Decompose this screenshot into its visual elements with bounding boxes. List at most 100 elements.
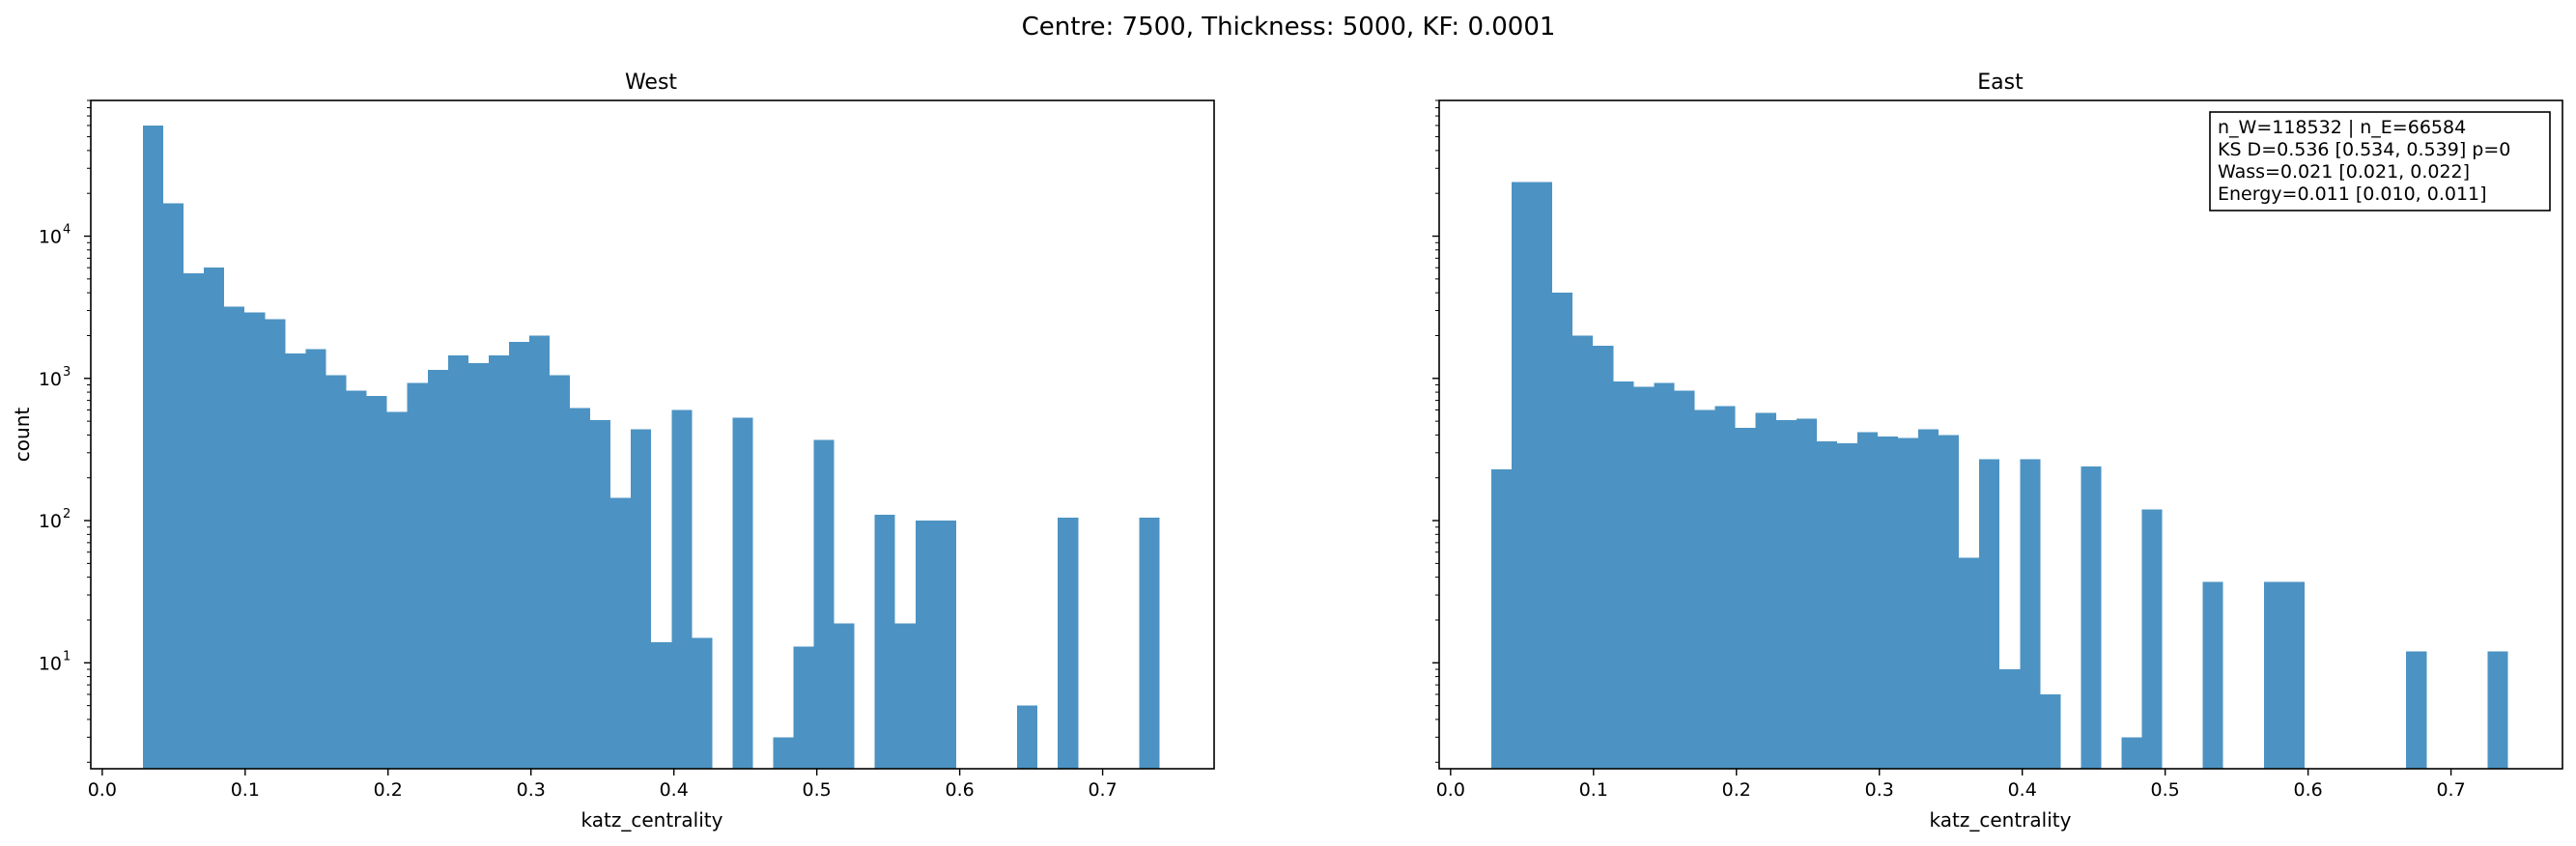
east-bars [1491, 182, 2508, 770]
west-histogram-bar [732, 417, 753, 769]
east-histogram-bar [1593, 345, 1614, 769]
east-plot-frame [1438, 99, 2563, 770]
east-panel: East 0.0 0.1 0.2 0.3 0.4 0.5 0.6 0.7 katz_centr… [1432, 70, 2563, 832]
east-x-axis: 0.0 0.1 0.2 0.3 0.4 0.5 0.6 0.7 [1436, 769, 2466, 801]
west-histogram-bar [326, 375, 347, 769]
west-x-tick-label: 0.1 [231, 779, 260, 801]
west-histogram-bar [488, 355, 509, 769]
east-x-axis-label: katz_centrality [1930, 808, 2072, 832]
east-histogram-bar [1694, 409, 1715, 769]
west-histogram-bar [143, 125, 164, 769]
west-histogram-bar [549, 375, 570, 769]
east-x-tick-label: 0.1 [1579, 779, 1608, 801]
stats-line-counts: n_W=118532 | n_E=66584 [2218, 117, 2466, 138]
west-x-axis-label: katz_centrality [581, 808, 723, 832]
east-histogram-bar [1897, 437, 1918, 769]
west-histogram-bar [508, 342, 529, 769]
west-histogram-bar [386, 411, 408, 769]
east-histogram-bar [1613, 381, 1634, 769]
east-histogram-bar [1633, 386, 1655, 769]
east-histogram-bar [2081, 466, 2102, 769]
east-histogram-bar [1939, 435, 1960, 769]
east-histogram-bar [1775, 419, 1797, 769]
west-histogram-bar [569, 408, 591, 769]
stats-line-energy: Energy=0.011 [0.010, 0.011] [2218, 183, 2487, 205]
east-histogram-bar [1836, 442, 1857, 769]
west-y-tick-exponent: 3 [63, 365, 71, 380]
west-histogram-bar [1139, 517, 1160, 769]
west-histogram-bar [590, 419, 611, 769]
east-histogram-bar [2202, 581, 2223, 769]
west-histogram-bar [610, 497, 632, 769]
west-histogram-bar [265, 319, 286, 769]
east-histogram-bar [1735, 427, 1756, 769]
west-histogram-bar [935, 521, 956, 769]
east-x-tick-label: 0.7 [2436, 779, 2465, 801]
west-histogram-bar [224, 306, 245, 769]
west-histogram-bar [346, 390, 367, 769]
west-histogram-bar [528, 335, 550, 769]
east-histogram-bar [1796, 418, 1817, 769]
west-histogram-bar [631, 429, 652, 769]
west-x-tick-label: 0.4 [660, 779, 689, 801]
west-y-tick-label: 10 [39, 227, 62, 248]
west-histogram-bar [407, 382, 428, 769]
west-x-tick-label: 0.3 [517, 779, 546, 801]
west-x-tick-label: 0.2 [374, 779, 403, 801]
figure-suptitle: Centre: 7500, Thickness: 5000, KF: 0.000… [1022, 13, 1556, 42]
west-histogram-bar [467, 363, 489, 769]
stats-line-ks: KS D=0.536 [0.534, 0.539] p=0 [2218, 139, 2510, 160]
east-histogram-bar [1572, 335, 1594, 769]
west-y-tick-exponent: 1 [63, 649, 71, 663]
west-histogram-bar [447, 355, 468, 769]
east-histogram-bar [1856, 432, 1878, 769]
west-histogram-bar [915, 521, 936, 769]
west-histogram-bar [813, 439, 835, 769]
east-histogram-bar [2283, 581, 2305, 769]
east-histogram-bar [1654, 382, 1675, 769]
west-histogram-bar [285, 352, 306, 769]
west-histogram-bar [793, 646, 814, 769]
west-x-tick-label: 0.0 [88, 779, 117, 801]
west-histogram-bar [671, 409, 693, 769]
west-y-tick-label: 10 [39, 369, 62, 390]
west-histogram-bar [834, 623, 855, 769]
east-x-tick-label: 0.2 [1722, 779, 1751, 801]
east-x-tick-label: 0.0 [1436, 779, 1465, 801]
east-histogram-bar [1877, 437, 1898, 769]
west-x-tick-label: 0.5 [803, 779, 832, 801]
east-histogram-bar [2263, 581, 2284, 769]
east-histogram-bar [1979, 459, 2000, 769]
east-x-tick-label: 0.6 [2294, 779, 2323, 801]
west-y-tick-exponent: 4 [63, 223, 71, 238]
east-histogram-bar [1755, 412, 1776, 769]
east-histogram-bar [2406, 651, 2427, 769]
west-panel-title: West [625, 70, 677, 95]
east-panel-title: East [1977, 70, 2024, 95]
west-histogram-bar [184, 272, 205, 769]
west-histogram-bar [874, 514, 895, 769]
west-histogram-bar [427, 369, 448, 769]
west-histogram-bar [651, 641, 672, 769]
east-histogram-bar [2141, 509, 2163, 769]
west-histogram-bar [1058, 517, 1079, 769]
stats-legend-box: n_W=118532 | n_E=66584 KS D=0.536 [0.534… [2209, 111, 2551, 212]
east-histogram-bar [2121, 737, 2142, 769]
west-histogram-bar [204, 268, 225, 770]
east-histogram-bar [1714, 406, 1736, 769]
west-x-tick-label: 0.7 [1088, 779, 1117, 801]
west-histogram-bar [244, 312, 266, 769]
west-histogram-bar [163, 203, 184, 770]
west-plot-frame [90, 99, 1215, 770]
east-histogram-bar [2487, 651, 2508, 769]
west-x-axis: 0.0 0.1 0.2 0.3 0.4 0.5 0.6 0.7 [88, 769, 1118, 801]
west-histogram-bar [894, 623, 916, 769]
east-histogram-bar [1532, 182, 1553, 770]
west-histogram-bar [1017, 705, 1038, 769]
east-histogram-bar [2040, 693, 2061, 769]
west-y-tick-exponent: 2 [63, 507, 71, 522]
east-histogram-bar [1959, 557, 1980, 769]
